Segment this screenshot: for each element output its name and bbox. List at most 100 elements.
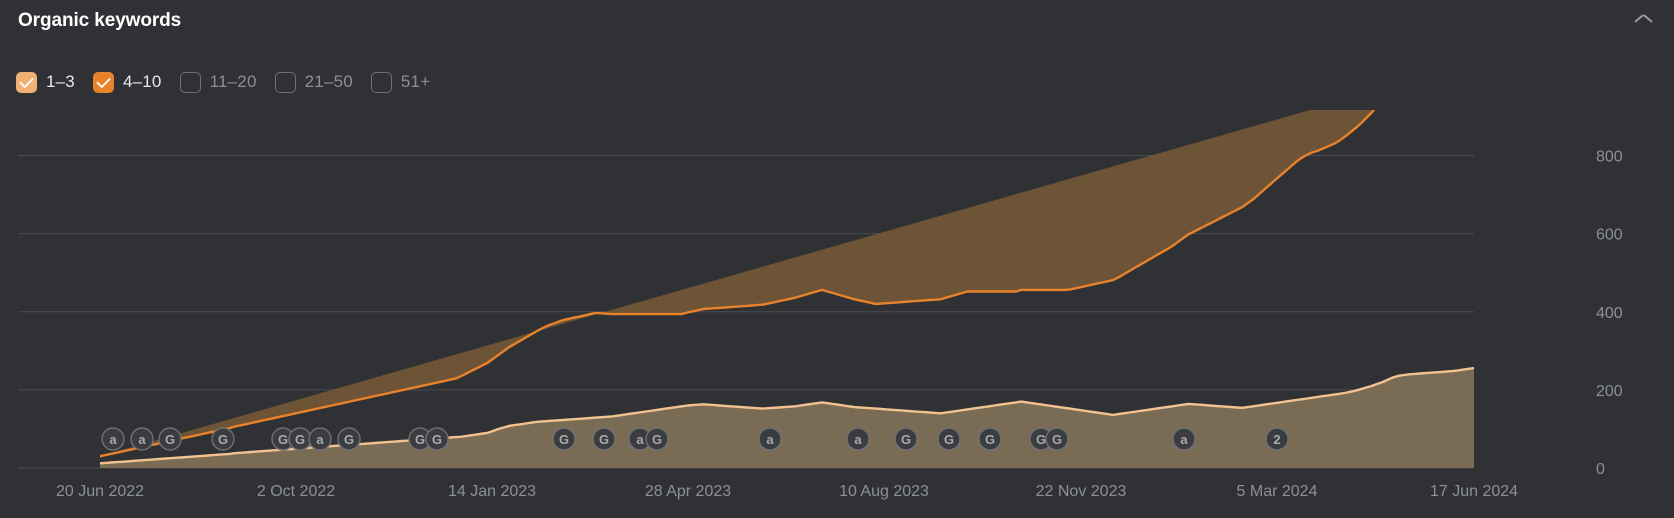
event-marker-label: G	[165, 432, 175, 447]
event-marker-label: G	[559, 432, 569, 447]
event-marker-label: a	[138, 432, 146, 447]
area-series-1-3	[100, 368, 1474, 468]
event-marker-label: a	[636, 432, 644, 447]
event-marker-label: G	[599, 432, 609, 447]
y-axis-tick-label: 400	[1596, 305, 1623, 322]
page-title: Organic keywords	[18, 10, 182, 31]
legend-checkbox-1_3[interactable]: 1–3	[16, 71, 75, 93]
event-marker-google[interactable]: G	[158, 427, 182, 451]
event-marker-label: G	[278, 432, 288, 447]
event-marker-label: G	[901, 432, 911, 447]
event-marker-google[interactable]: G	[288, 427, 312, 451]
event-marker-ahrefs[interactable]: a	[130, 427, 154, 451]
event-marker-circle	[1265, 427, 1289, 451]
event-marker-circle	[101, 427, 125, 451]
y-axis-tick-label: 200	[1596, 383, 1623, 400]
event-marker-circle	[937, 427, 961, 451]
y-axis-tick-label: 0	[1596, 461, 1605, 478]
event-marker-circle	[130, 427, 154, 451]
y-axis-tick-label: 800	[1596, 149, 1623, 166]
x-axis-tick-label: 10 Aug 2023	[839, 483, 929, 500]
legend-item-label: 21–50	[304, 72, 353, 91]
checkbox-unchecked-icon[interactable]	[274, 71, 296, 93]
legend-item-label: 51+	[400, 72, 431, 91]
collapse-panel-button[interactable]	[1626, 8, 1660, 38]
chevron-up-icon	[1635, 18, 1652, 28]
event-marker-google[interactable]: G	[337, 427, 361, 451]
checkbox-unchecked-icon[interactable]	[179, 71, 201, 93]
legend-item-label: 1–3	[46, 72, 75, 91]
event-marker-label: a	[316, 432, 324, 447]
event-marker-circle	[552, 427, 576, 451]
legend-checkbox-51+[interactable]: 51+	[370, 71, 431, 93]
legend-checkbox-11_20[interactable]: 11–20	[179, 71, 257, 93]
event-marker-ahrefs[interactable]: a	[101, 427, 125, 451]
x-axis-tick-label: 28 Apr 2023	[645, 483, 731, 500]
checkbox-checked-icon[interactable]	[92, 71, 114, 93]
area-series-4-10	[100, 110, 1374, 457]
event-marker-label: G	[652, 432, 662, 447]
event-marker-circle	[592, 427, 616, 451]
event-marker-circle	[978, 427, 1002, 451]
check-icon	[96, 73, 111, 88]
event-marker-google[interactable]: G	[937, 427, 961, 451]
check-icon	[19, 73, 34, 88]
event-marker-label: 2	[1273, 432, 1280, 447]
event-marker-circle	[645, 427, 669, 451]
event-marker-google[interactable]: G	[552, 427, 576, 451]
legend-item-label: 11–20	[209, 72, 257, 91]
event-marker-google[interactable]: G	[425, 427, 449, 451]
legend-checkbox-4_10[interactable]: 4–10	[92, 71, 162, 93]
event-marker-label: G	[985, 432, 995, 447]
event-marker-google[interactable]: G	[894, 427, 918, 451]
event-marker-google[interactable]: G	[1045, 427, 1069, 451]
event-marker-label: a	[854, 432, 862, 447]
panel-header: Organic keywords	[0, 0, 1674, 46]
event-marker-label: a	[766, 432, 774, 447]
event-marker-label: G	[1052, 432, 1062, 447]
x-axis-tick-label: 14 Jan 2023	[448, 483, 536, 500]
event-marker-google[interactable]: G	[211, 427, 235, 451]
event-marker-label: G	[415, 432, 425, 447]
legend-checkbox-21_50[interactable]: 21–50	[274, 71, 353, 93]
event-marker-circle	[1045, 427, 1069, 451]
y-axis-tick-label: 600	[1596, 227, 1623, 244]
legend-item-label: 4–10	[122, 72, 162, 91]
event-marker-label: a	[1180, 432, 1188, 447]
event-marker-circle	[425, 427, 449, 451]
x-axis-tick-label: 17 Jun 2024	[1430, 483, 1518, 500]
event-marker-ahrefs[interactable]: a	[1172, 427, 1196, 451]
event-marker-label: G	[944, 432, 954, 447]
event-marker-circle	[846, 427, 870, 451]
event-marker-label: G	[295, 432, 305, 447]
x-axis-tick-label: 22 Nov 2023	[1036, 483, 1127, 500]
checkbox-checked-icon[interactable]	[16, 71, 37, 93]
event-marker-ahrefs[interactable]: a	[308, 427, 332, 451]
event-marker-cluster[interactable]: 2	[1265, 427, 1289, 451]
checkbox-unchecked-icon[interactable]	[370, 71, 392, 93]
line-series-4-10	[99, 110, 1376, 458]
event-marker-circle	[1172, 427, 1196, 451]
event-marker-google[interactable]: G	[592, 427, 616, 451]
event-marker-label: G	[218, 432, 228, 447]
event-marker-circle	[158, 427, 182, 451]
x-axis-tick-label: 2 Oct 2022	[257, 483, 335, 500]
event-marker-google[interactable]: G	[645, 427, 669, 451]
event-marker-label: a	[109, 432, 117, 447]
event-marker-circle	[308, 427, 332, 451]
event-marker-google[interactable]: G	[978, 427, 1002, 451]
event-marker-label: G	[432, 432, 442, 447]
event-marker-label: G	[1036, 432, 1046, 447]
x-axis-tick-label: 5 Mar 2024	[1237, 483, 1318, 500]
legend-filter-group: 1–3 4–10 11–20 21–50 51+	[16, 68, 448, 96]
event-marker-ahrefs[interactable]: a	[758, 427, 782, 451]
event-marker-ahrefs[interactable]: a	[846, 427, 870, 451]
event-marker-circle	[758, 427, 782, 451]
event-marker-circle	[337, 427, 361, 451]
event-marker-circle	[894, 427, 918, 451]
x-axis-tick-label: 20 Jun 2022	[56, 483, 144, 500]
event-marker-circle	[211, 427, 235, 451]
